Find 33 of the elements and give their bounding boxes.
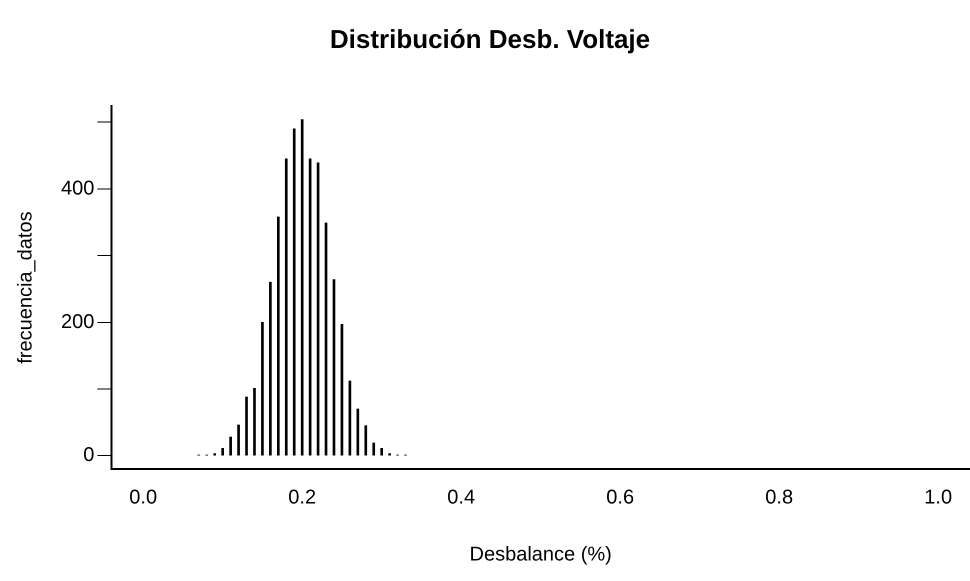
bar [261, 322, 264, 456]
x-tick-label: 1.0 [924, 486, 952, 509]
y-tick-label: 200 [60, 310, 94, 333]
x-tick-label: 0.4 [447, 486, 476, 509]
y-axis-title: frecuencia_datos [14, 211, 37, 364]
bar [284, 158, 288, 456]
bar [364, 425, 368, 456]
bar [356, 408, 360, 456]
bar [221, 448, 224, 456]
bar [332, 279, 336, 456]
bar [348, 380, 352, 456]
y-tick-label: 0 [83, 444, 94, 466]
bar [237, 424, 240, 456]
bar [340, 324, 344, 456]
bar [308, 158, 312, 456]
bar [292, 128, 296, 456]
y-tick-label: 400 [60, 177, 94, 200]
bar [276, 216, 280, 456]
bar [324, 222, 328, 456]
x-tick-label: 0.0 [129, 486, 158, 509]
x-tick-label: 0.8 [765, 486, 794, 509]
x-axis-title: Desbalance (%) [470, 544, 612, 566]
x-tick-label: 0.2 [288, 486, 316, 509]
bar [245, 396, 248, 456]
bar [316, 162, 320, 456]
bar [253, 388, 256, 456]
x-tick-label: 0.6 [606, 486, 634, 509]
chart-title: Distribución Desb. Voltaje [330, 24, 650, 54]
bar [372, 442, 376, 456]
bar [380, 448, 384, 456]
bar [229, 436, 232, 456]
bar [269, 282, 272, 456]
bar [300, 119, 304, 456]
